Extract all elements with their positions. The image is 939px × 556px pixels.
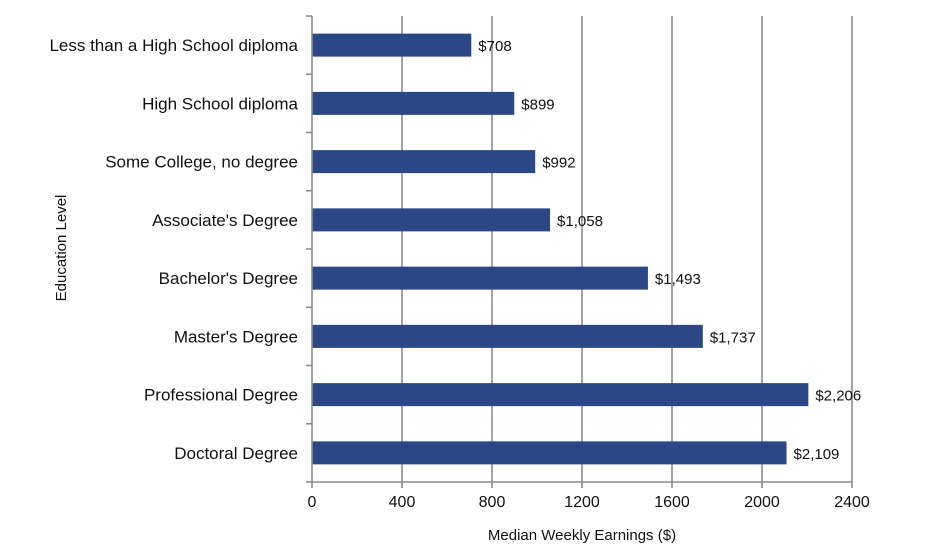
data-label: $2,206 <box>815 388 861 405</box>
x-tick-label: 400 <box>389 494 416 511</box>
data-label: $1,737 <box>710 329 756 346</box>
bars <box>312 33 809 465</box>
category-label: Professional Degree <box>144 386 298 405</box>
data-label: $992 <box>542 155 575 172</box>
category-label: Master's Degree <box>174 327 298 346</box>
bar <box>312 324 703 348</box>
data-label: $1,058 <box>557 213 603 230</box>
axes <box>306 15 853 488</box>
bar <box>312 91 515 115</box>
gridlines <box>401 16 853 482</box>
category-label: Associate's Degree <box>152 211 298 230</box>
x-tick-label: 1200 <box>564 494 600 511</box>
bar <box>312 150 536 174</box>
x-tick-label: 1600 <box>654 494 690 511</box>
x-tick-label: 800 <box>479 494 506 511</box>
bar <box>312 33 472 57</box>
x-tick-label: 0 <box>308 494 317 511</box>
category-label: High School diploma <box>142 94 298 113</box>
category-label: Doctoral Degree <box>174 444 298 463</box>
data-label: $899 <box>521 96 554 113</box>
bar <box>312 266 648 290</box>
data-label: $708 <box>478 38 511 55</box>
x-axis-title: Median Weekly Earnings ($) <box>488 527 676 544</box>
bar <box>312 383 809 407</box>
x-tick-label: 2000 <box>744 494 780 511</box>
y-axis-title: Education Level <box>53 195 70 302</box>
category-label: Bachelor's Degree <box>159 269 298 288</box>
data-label: $1,493 <box>655 271 701 288</box>
bar <box>312 441 787 465</box>
x-tick-label: 2400 <box>834 494 870 511</box>
labels: 0 400 800 1200 1600 2000 2400 Less than a High … <box>49 36 869 511</box>
category-label: Less than a High School diploma <box>49 36 298 55</box>
data-label: $2,109 <box>794 446 840 463</box>
bar <box>312 208 551 232</box>
category-label: Some College, no degree <box>105 153 298 172</box>
